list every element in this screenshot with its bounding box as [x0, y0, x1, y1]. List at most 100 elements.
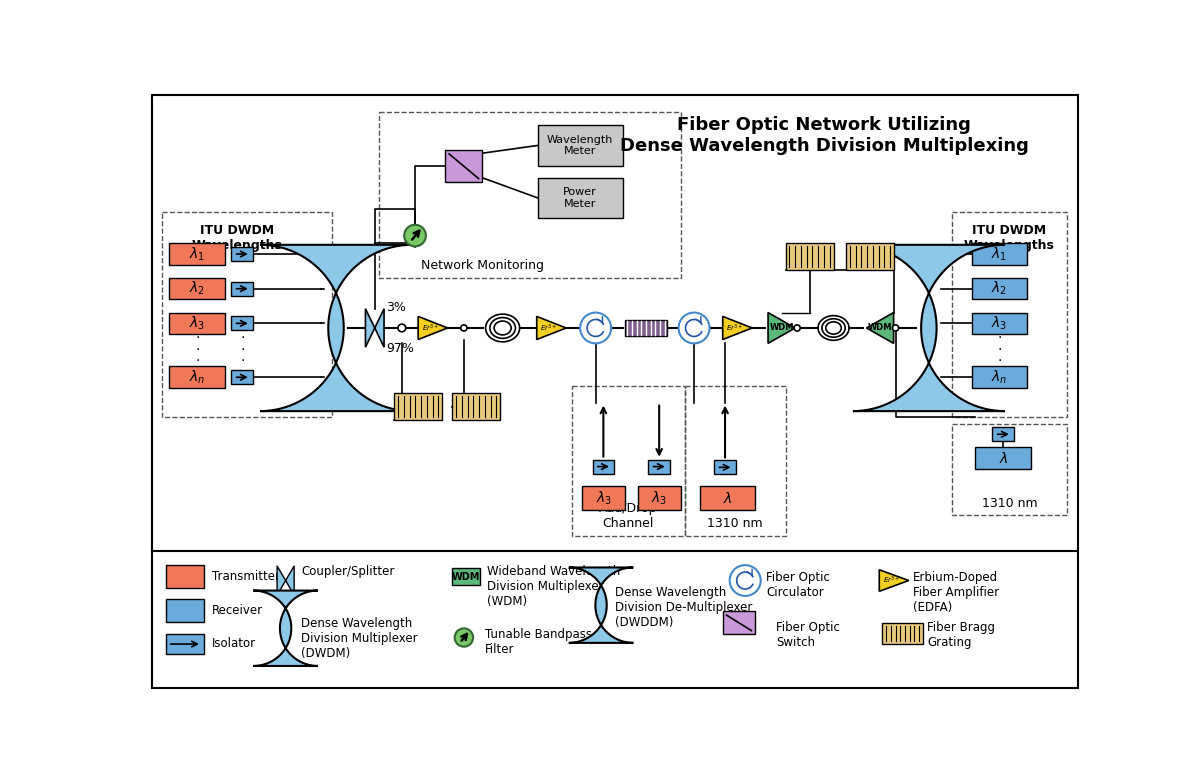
Bar — [972, 313, 1027, 334]
Polygon shape — [418, 317, 448, 340]
Text: 97%: 97% — [386, 342, 414, 355]
Polygon shape — [866, 313, 894, 343]
Bar — [166, 635, 204, 653]
Bar — [166, 599, 204, 622]
Text: WDM: WDM — [769, 324, 794, 332]
Text: $Er^{3+}$: $Er^{3+}$ — [422, 322, 439, 334]
Text: $\lambda_n$: $\lambda_n$ — [190, 369, 205, 386]
Text: Transmitter: Transmitter — [212, 570, 280, 584]
Text: Fiber Optic
Circulator: Fiber Optic Circulator — [766, 571, 830, 599]
Bar — [232, 370, 253, 384]
Circle shape — [398, 324, 406, 332]
Bar — [582, 486, 625, 511]
Polygon shape — [536, 317, 566, 340]
Text: Wideband Wavelength
Division Multiplexer
(WDM): Wideband Wavelength Division Multiplexer… — [487, 565, 620, 608]
Text: $\lambda_1$: $\lambda_1$ — [190, 245, 205, 263]
Polygon shape — [569, 567, 634, 643]
Text: $Er^{3+}$: $Er^{3+}$ — [540, 322, 558, 334]
Text: $\lambda$: $\lambda$ — [998, 451, 1008, 466]
Text: $\lambda$: $\lambda$ — [722, 490, 732, 506]
Text: Fiber Optic
Switch: Fiber Optic Switch — [776, 621, 840, 649]
Text: Isolator: Isolator — [212, 637, 256, 650]
Bar — [169, 278, 226, 300]
Text: $\lambda_3$: $\lambda_3$ — [190, 314, 205, 332]
Text: 1310 nm: 1310 nm — [982, 497, 1037, 511]
Text: $\lambda_3$: $\lambda_3$ — [991, 314, 1008, 332]
Bar — [846, 243, 894, 270]
Bar — [992, 428, 1014, 442]
Text: Tunable Bandpass
Filter: Tunable Bandpass Filter — [485, 629, 592, 656]
Bar — [169, 243, 226, 265]
Text: $\lambda_n$: $\lambda_n$ — [991, 369, 1008, 386]
Text: Dense Wavelength
Division De-Multiplexer
(DWDDM): Dense Wavelength Division De-Multiplexer… — [616, 586, 752, 629]
Polygon shape — [253, 591, 318, 666]
Bar — [169, 313, 226, 334]
Polygon shape — [768, 313, 796, 343]
Text: $\lambda_3$: $\lambda_3$ — [652, 490, 667, 507]
Bar — [593, 459, 614, 473]
Text: .
.
.: . . . — [196, 327, 199, 365]
Circle shape — [893, 325, 899, 331]
Circle shape — [730, 565, 761, 596]
Bar — [538, 178, 623, 218]
Bar — [445, 150, 482, 182]
Text: .
.
.: . . . — [997, 327, 1002, 365]
Bar — [169, 366, 226, 388]
Text: Add/Drop
Channel: Add/Drop Channel — [599, 503, 658, 531]
Text: $\lambda_1$: $\lambda_1$ — [991, 245, 1008, 263]
Text: $Er^{3+}$: $Er^{3+}$ — [726, 322, 744, 334]
Polygon shape — [260, 244, 412, 411]
Bar — [722, 611, 755, 635]
Text: 1310 nm: 1310 nm — [707, 518, 763, 531]
Bar — [452, 393, 500, 421]
Bar — [701, 486, 755, 511]
Text: WDM: WDM — [868, 324, 893, 332]
Bar — [232, 317, 253, 331]
Bar — [786, 243, 834, 270]
Bar — [714, 460, 736, 474]
Circle shape — [580, 313, 611, 343]
Text: Wavelength
Meter: Wavelength Meter — [547, 135, 613, 156]
Text: $Er^{3+}$: $Er^{3+}$ — [883, 575, 900, 586]
Circle shape — [678, 313, 709, 343]
Bar — [882, 623, 923, 644]
Text: .
.
.: . . . — [240, 327, 245, 365]
Bar — [972, 278, 1027, 300]
Text: ITU DWDM
Wavelengths: ITU DWDM Wavelengths — [964, 224, 1055, 252]
Polygon shape — [277, 566, 294, 595]
Text: Receiver: Receiver — [212, 604, 263, 617]
Text: 3%: 3% — [386, 300, 407, 314]
Text: Fiber Optic Network Utilizing
Dense Wavelength Division Multiplexing: Fiber Optic Network Utilizing Dense Wave… — [620, 116, 1028, 155]
Bar — [166, 565, 204, 588]
Bar — [232, 282, 253, 296]
Text: $\lambda_3$: $\lambda_3$ — [595, 490, 612, 507]
Bar — [452, 568, 480, 585]
Text: WDM: WDM — [452, 572, 480, 582]
Text: $\lambda_2$: $\lambda_2$ — [991, 280, 1008, 297]
Polygon shape — [366, 309, 384, 347]
Polygon shape — [722, 317, 752, 340]
Text: Network Monitoring: Network Monitoring — [421, 258, 545, 272]
Text: Coupler/Splitter: Coupler/Splitter — [301, 565, 395, 578]
Bar — [232, 247, 253, 261]
Text: $\lambda_2$: $\lambda_2$ — [190, 280, 205, 297]
Polygon shape — [880, 570, 908, 591]
Bar — [972, 243, 1027, 265]
Polygon shape — [853, 244, 1004, 411]
Text: Erbium-Doped
Fiber Amplifier
(EDFA): Erbium-Doped Fiber Amplifier (EDFA) — [913, 571, 1000, 615]
Text: Fiber Bragg
Grating: Fiber Bragg Grating — [928, 621, 995, 649]
Text: ITU DWDM
Wavelengths: ITU DWDM Wavelengths — [191, 224, 282, 252]
Bar — [625, 320, 667, 337]
Ellipse shape — [455, 629, 473, 646]
Text: Power
Meter: Power Meter — [563, 187, 598, 209]
Bar — [972, 366, 1027, 388]
Bar — [394, 393, 442, 421]
Bar — [538, 126, 623, 165]
Text: Dense Wavelength
Division Multiplexer
(DWDM): Dense Wavelength Division Multiplexer (D… — [301, 617, 418, 660]
Bar — [976, 447, 1031, 469]
Circle shape — [794, 325, 800, 331]
Bar — [648, 459, 670, 473]
Circle shape — [461, 325, 467, 331]
Bar — [638, 486, 680, 511]
Ellipse shape — [404, 225, 426, 246]
